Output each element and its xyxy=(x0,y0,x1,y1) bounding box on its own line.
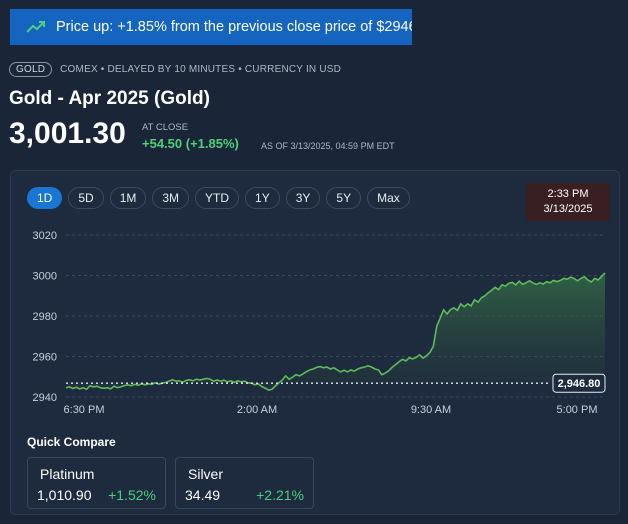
range-button-5d[interactable]: 5D xyxy=(68,187,104,209)
prev-close-label-box xyxy=(552,373,606,393)
quote-meta: GOLD COMEX • DELAYED BY 10 MINUTES • CUR… xyxy=(9,62,341,77)
x-tick-label: 5:00 PM xyxy=(557,404,598,416)
tooltip-time: 2:33 PM xyxy=(547,188,589,200)
trending-up-icon xyxy=(26,21,45,33)
chart-card: 1D 5D 1M 3M YTD 1Y 3Y 5Y Max 2:33 PM 3/13/2025 3… xyxy=(10,170,620,515)
range-button-3m[interactable]: 3M xyxy=(152,187,190,209)
as-of-timestamp: AS OF 3/13/2025, 04:59 PM EDT xyxy=(261,141,395,151)
y-tick-label: 2980 xyxy=(33,311,57,323)
range-button-1m[interactable]: 1M xyxy=(109,187,147,209)
range-button-max[interactable]: Max xyxy=(367,187,410,209)
compare-name: Silver xyxy=(188,466,224,482)
range-button-ytd[interactable]: YTD xyxy=(195,187,240,209)
chart-tooltip: 2:33 PM 3/13/2025 xyxy=(526,183,610,221)
y-tick-label: 2940 xyxy=(33,392,57,404)
last-price: 3,001.30 xyxy=(9,117,126,150)
range-button-3y[interactable]: 3Y xyxy=(285,187,321,209)
range-selector: 1D 5D 1M 3M YTD 1Y 3Y 5Y Max xyxy=(27,187,410,209)
banner-text: Price up: +1.85% from the previous close… xyxy=(56,19,412,35)
compare-value: 34.49 xyxy=(185,487,221,503)
compare-card-silver[interactable]: Silver 34.49 +2.21% xyxy=(175,457,314,509)
prev-close-label: 2,946.80 xyxy=(558,378,601,390)
range-button-1y[interactable]: 1Y xyxy=(245,187,280,209)
price-alert-banner: Price up: +1.85% from the previous close… xyxy=(10,9,412,45)
compare-value: 1,010.90 xyxy=(37,487,92,503)
exchange-info: COMEX • DELAYED BY 10 MINUTES • CURRENCY… xyxy=(60,64,342,75)
quick-compare-title: Quick Compare xyxy=(27,435,116,449)
price-chart[interactable]: 3020 3000 2980 2960 2940 6:30 PM 2:00 AM 9:30 A… xyxy=(11,171,619,426)
compare-name: Platinum xyxy=(40,466,95,482)
x-tick-label: 6:30 PM xyxy=(64,404,105,416)
page-title: Gold - Apr 2025 (Gold) xyxy=(9,88,210,109)
range-button-5y[interactable]: 5Y xyxy=(326,187,362,209)
tooltip-date: 3/13/2025 xyxy=(543,203,593,215)
compare-change: +2.21% xyxy=(256,487,304,503)
y-tick-label: 3020 xyxy=(33,230,57,242)
compare-card-platinum[interactable]: Platinum 1,010.90 +1.52% xyxy=(27,457,166,509)
symbol-badge: GOLD xyxy=(9,62,53,77)
x-tick-label: 9:30 AM xyxy=(411,404,451,416)
series-line xyxy=(65,272,606,391)
price-change: +54.50 (+1.85%) xyxy=(142,136,239,151)
compare-change: +1.52% xyxy=(108,487,156,503)
x-tick-label: 2:00 AM xyxy=(237,404,277,416)
range-button-1d[interactable]: 1D xyxy=(27,187,63,209)
y-tick-label: 3000 xyxy=(33,271,57,283)
at-close-label: AT CLOSE xyxy=(142,122,189,133)
series-area xyxy=(66,272,605,391)
y-tick-label: 2960 xyxy=(33,351,57,363)
